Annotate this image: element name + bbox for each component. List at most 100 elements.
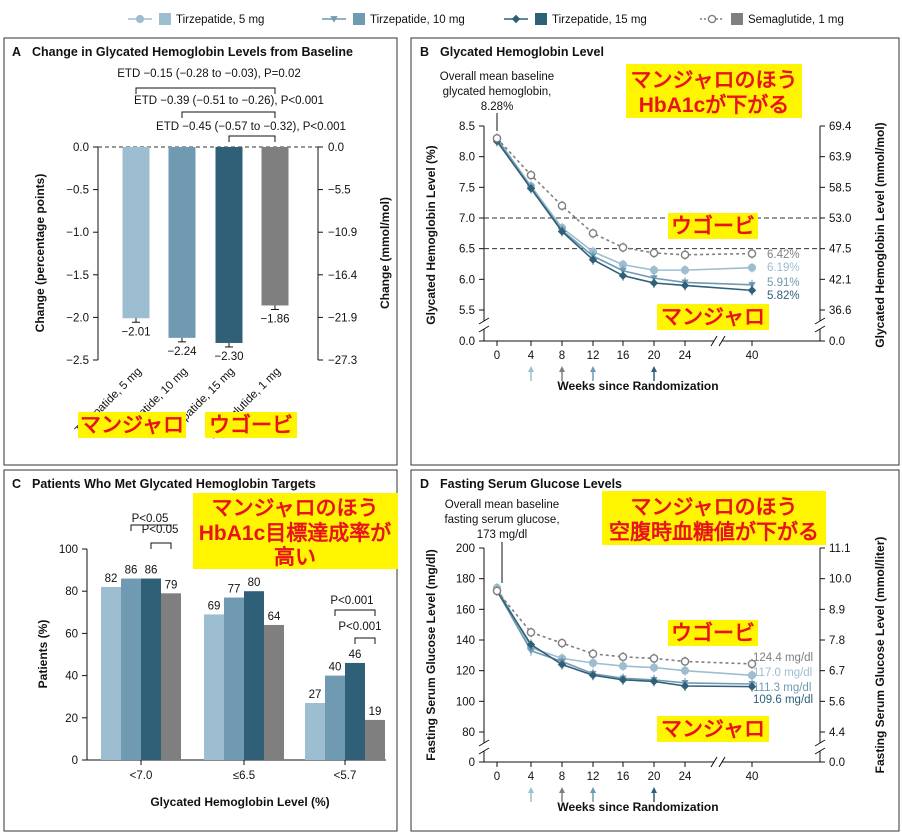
panel-d-y2tick-label: 8.9 bbox=[829, 604, 845, 616]
panel-d-end-label: 109.6 mg/dl bbox=[753, 694, 813, 706]
panel-d-data-point bbox=[747, 659, 757, 669]
panel-d-data-point bbox=[618, 661, 628, 671]
panel-a-mounjaro-label: マンジャロ bbox=[80, 414, 184, 437]
panel-b-data-point bbox=[618, 271, 628, 280]
panel-c-value-label: 82 bbox=[105, 573, 118, 585]
panel-b-ytick-label: 7.0 bbox=[459, 213, 475, 225]
panel-a-bar bbox=[168, 147, 196, 338]
legend-marker bbox=[330, 16, 338, 23]
panel-a-ytick-label: −2.0 bbox=[66, 312, 89, 324]
panel-b-ytick-label: 5.5 bbox=[459, 305, 475, 317]
panel-d-callout-2: 空腹時血糖値が下がる bbox=[609, 520, 819, 544]
panel-a-y2tick-label: −21.9 bbox=[328, 312, 357, 324]
panel-b-end-label: 5.82% bbox=[767, 290, 800, 302]
panel-d-ytick-label: 180 bbox=[456, 574, 475, 586]
panel-b-y2tick-label: 42.1 bbox=[829, 274, 851, 286]
panel-b-wegovy-label: ウゴービ bbox=[671, 214, 755, 238]
panel-d-data-point bbox=[588, 671, 598, 680]
panel-a-y2tick-label: −27.3 bbox=[328, 355, 357, 367]
panel-d-data-point bbox=[680, 657, 690, 666]
panel-d-data-point bbox=[492, 586, 502, 596]
panel-c-value-label: 77 bbox=[228, 584, 241, 596]
legend: Tirzepatide, 5 mg Tirzepatide, 10 mg Tirze… bbox=[128, 13, 844, 26]
panel-c-callout-2: HbA1c目標達成率が bbox=[199, 521, 392, 545]
panel-c-comparison-bracket bbox=[334, 609, 376, 616]
panel-c: C Patients Who Met Glycated Hemoglobin T… bbox=[12, 477, 398, 809]
panel-c-value-label: 64 bbox=[268, 611, 281, 623]
panel-c-value-label: 69 bbox=[208, 600, 221, 612]
panel-b-end-label: 6.42% bbox=[767, 249, 800, 261]
panel-b-end-label: 5.91% bbox=[767, 277, 800, 289]
panel-b-y2tick-label: 69.4 bbox=[829, 121, 852, 133]
panel-a-ytick-label: −1.5 bbox=[66, 270, 89, 282]
panel-d-baseline-note-1: Overall mean baseline bbox=[445, 499, 559, 511]
panel-d-series-line bbox=[496, 590, 753, 685]
panel-d-series-line bbox=[496, 587, 753, 677]
panel-c-value-label: 27 bbox=[309, 689, 322, 701]
panel-b-baseline-note-3: 8.28% bbox=[481, 101, 514, 113]
panel-b-series-line bbox=[496, 140, 753, 292]
panel-d-xtick-label: 0 bbox=[494, 771, 500, 783]
panel-a-value-label: −2.01 bbox=[121, 326, 150, 338]
panel-b-data-point bbox=[748, 281, 756, 289]
panel-d-data-point bbox=[680, 681, 690, 691]
panel-a-bar bbox=[215, 147, 243, 343]
panel-d-mounjaro-box bbox=[657, 716, 769, 742]
panel-b-series-line bbox=[496, 137, 753, 256]
panel-b-dose-arrowhead bbox=[559, 366, 565, 372]
panel-a-ytick-label: −0.5 bbox=[66, 185, 89, 197]
panel-b-data-point bbox=[557, 227, 567, 236]
panel-d-end-label: 111.3 mg/dl bbox=[753, 682, 811, 694]
panel-d-baseline-note-3: 173 mg/dl bbox=[477, 529, 528, 541]
panel-b-ytick-label: 6.5 bbox=[459, 244, 475, 256]
legend-label: Tirzepatide, 5 mg bbox=[176, 14, 264, 26]
panel-b-y2tick-label: 36.6 bbox=[829, 305, 851, 317]
panel-d-data-point bbox=[618, 652, 628, 662]
panel-b-xtick-label: 20 bbox=[648, 350, 661, 362]
panel-b-y2label: Glycated Hemoglobin Level (mmol/mol) bbox=[873, 122, 887, 347]
panel-a-wegovy-label: ウゴービ bbox=[209, 413, 293, 437]
panel-b-data-point bbox=[747, 286, 757, 295]
panel-c-callout-3: 高い bbox=[274, 545, 316, 569]
panel-c-value-label: 19 bbox=[369, 706, 382, 718]
panel-b-data-point bbox=[680, 281, 690, 290]
legend-swatch bbox=[731, 13, 743, 25]
panel-b-axis-break bbox=[814, 317, 826, 333]
panel-c-comparison-bracket bbox=[150, 542, 172, 549]
panel-d-data-point bbox=[527, 647, 535, 655]
panel-c-value-label: 86 bbox=[125, 565, 138, 577]
panel-b-xtick-label: 0 bbox=[494, 350, 500, 362]
panel-b-series-line bbox=[496, 137, 753, 271]
panel-c-bar bbox=[244, 591, 264, 760]
panel-b-ylabel: Glycated Hemoglobin Level (%) bbox=[424, 145, 438, 324]
panel-b-data-point bbox=[588, 229, 598, 238]
panel-a-y2tick-label: 0.0 bbox=[328, 142, 344, 154]
panel-d-dose-arrowhead bbox=[559, 787, 565, 793]
panel-c-category-label: ≤6.5 bbox=[233, 770, 255, 782]
panel-d-y2tick-label: 7.8 bbox=[829, 635, 845, 647]
panel-a-comparison-bracket bbox=[181, 111, 276, 118]
panel-d-mounjaro-label: マンジャロ bbox=[661, 718, 765, 741]
panel-d-y2tick-label: 6.7 bbox=[829, 666, 845, 678]
panel-d-data-point bbox=[649, 663, 659, 672]
panel-c-ytick-label: 60 bbox=[65, 628, 78, 640]
legend-label: Tirzepatide, 10 mg bbox=[370, 14, 465, 26]
panel-a-value-label: −2.30 bbox=[214, 351, 243, 363]
panel-d-ytick-label: 140 bbox=[456, 635, 475, 647]
panel-b-data-point bbox=[680, 250, 690, 260]
panel-b-xtick-label: 4 bbox=[528, 350, 535, 362]
panel-c-bar bbox=[161, 593, 181, 760]
panel-d-end-label: 117.0 mg/dl bbox=[753, 667, 812, 679]
panel-d-xtick-label: 24 bbox=[679, 771, 692, 783]
legend-swatch bbox=[159, 13, 171, 25]
panel-a-comparison-bracket bbox=[135, 87, 276, 94]
panel-c-ylabel: Patients (%) bbox=[36, 620, 50, 689]
panel-a-comparison-label: ETD −0.15 (−0.28 to −0.03), P=0.02 bbox=[117, 68, 300, 80]
panel-c-bar bbox=[101, 586, 121, 760]
panel-d-wegovy-box bbox=[668, 620, 758, 646]
panel-c-value-label: 46 bbox=[349, 649, 362, 661]
panel-d-y2tick-label: 0.0 bbox=[829, 757, 845, 769]
legend-marker bbox=[707, 14, 717, 24]
panel-c-category-label: <5.7 bbox=[334, 770, 357, 782]
panel-a-mounjaro-box bbox=[78, 412, 186, 438]
